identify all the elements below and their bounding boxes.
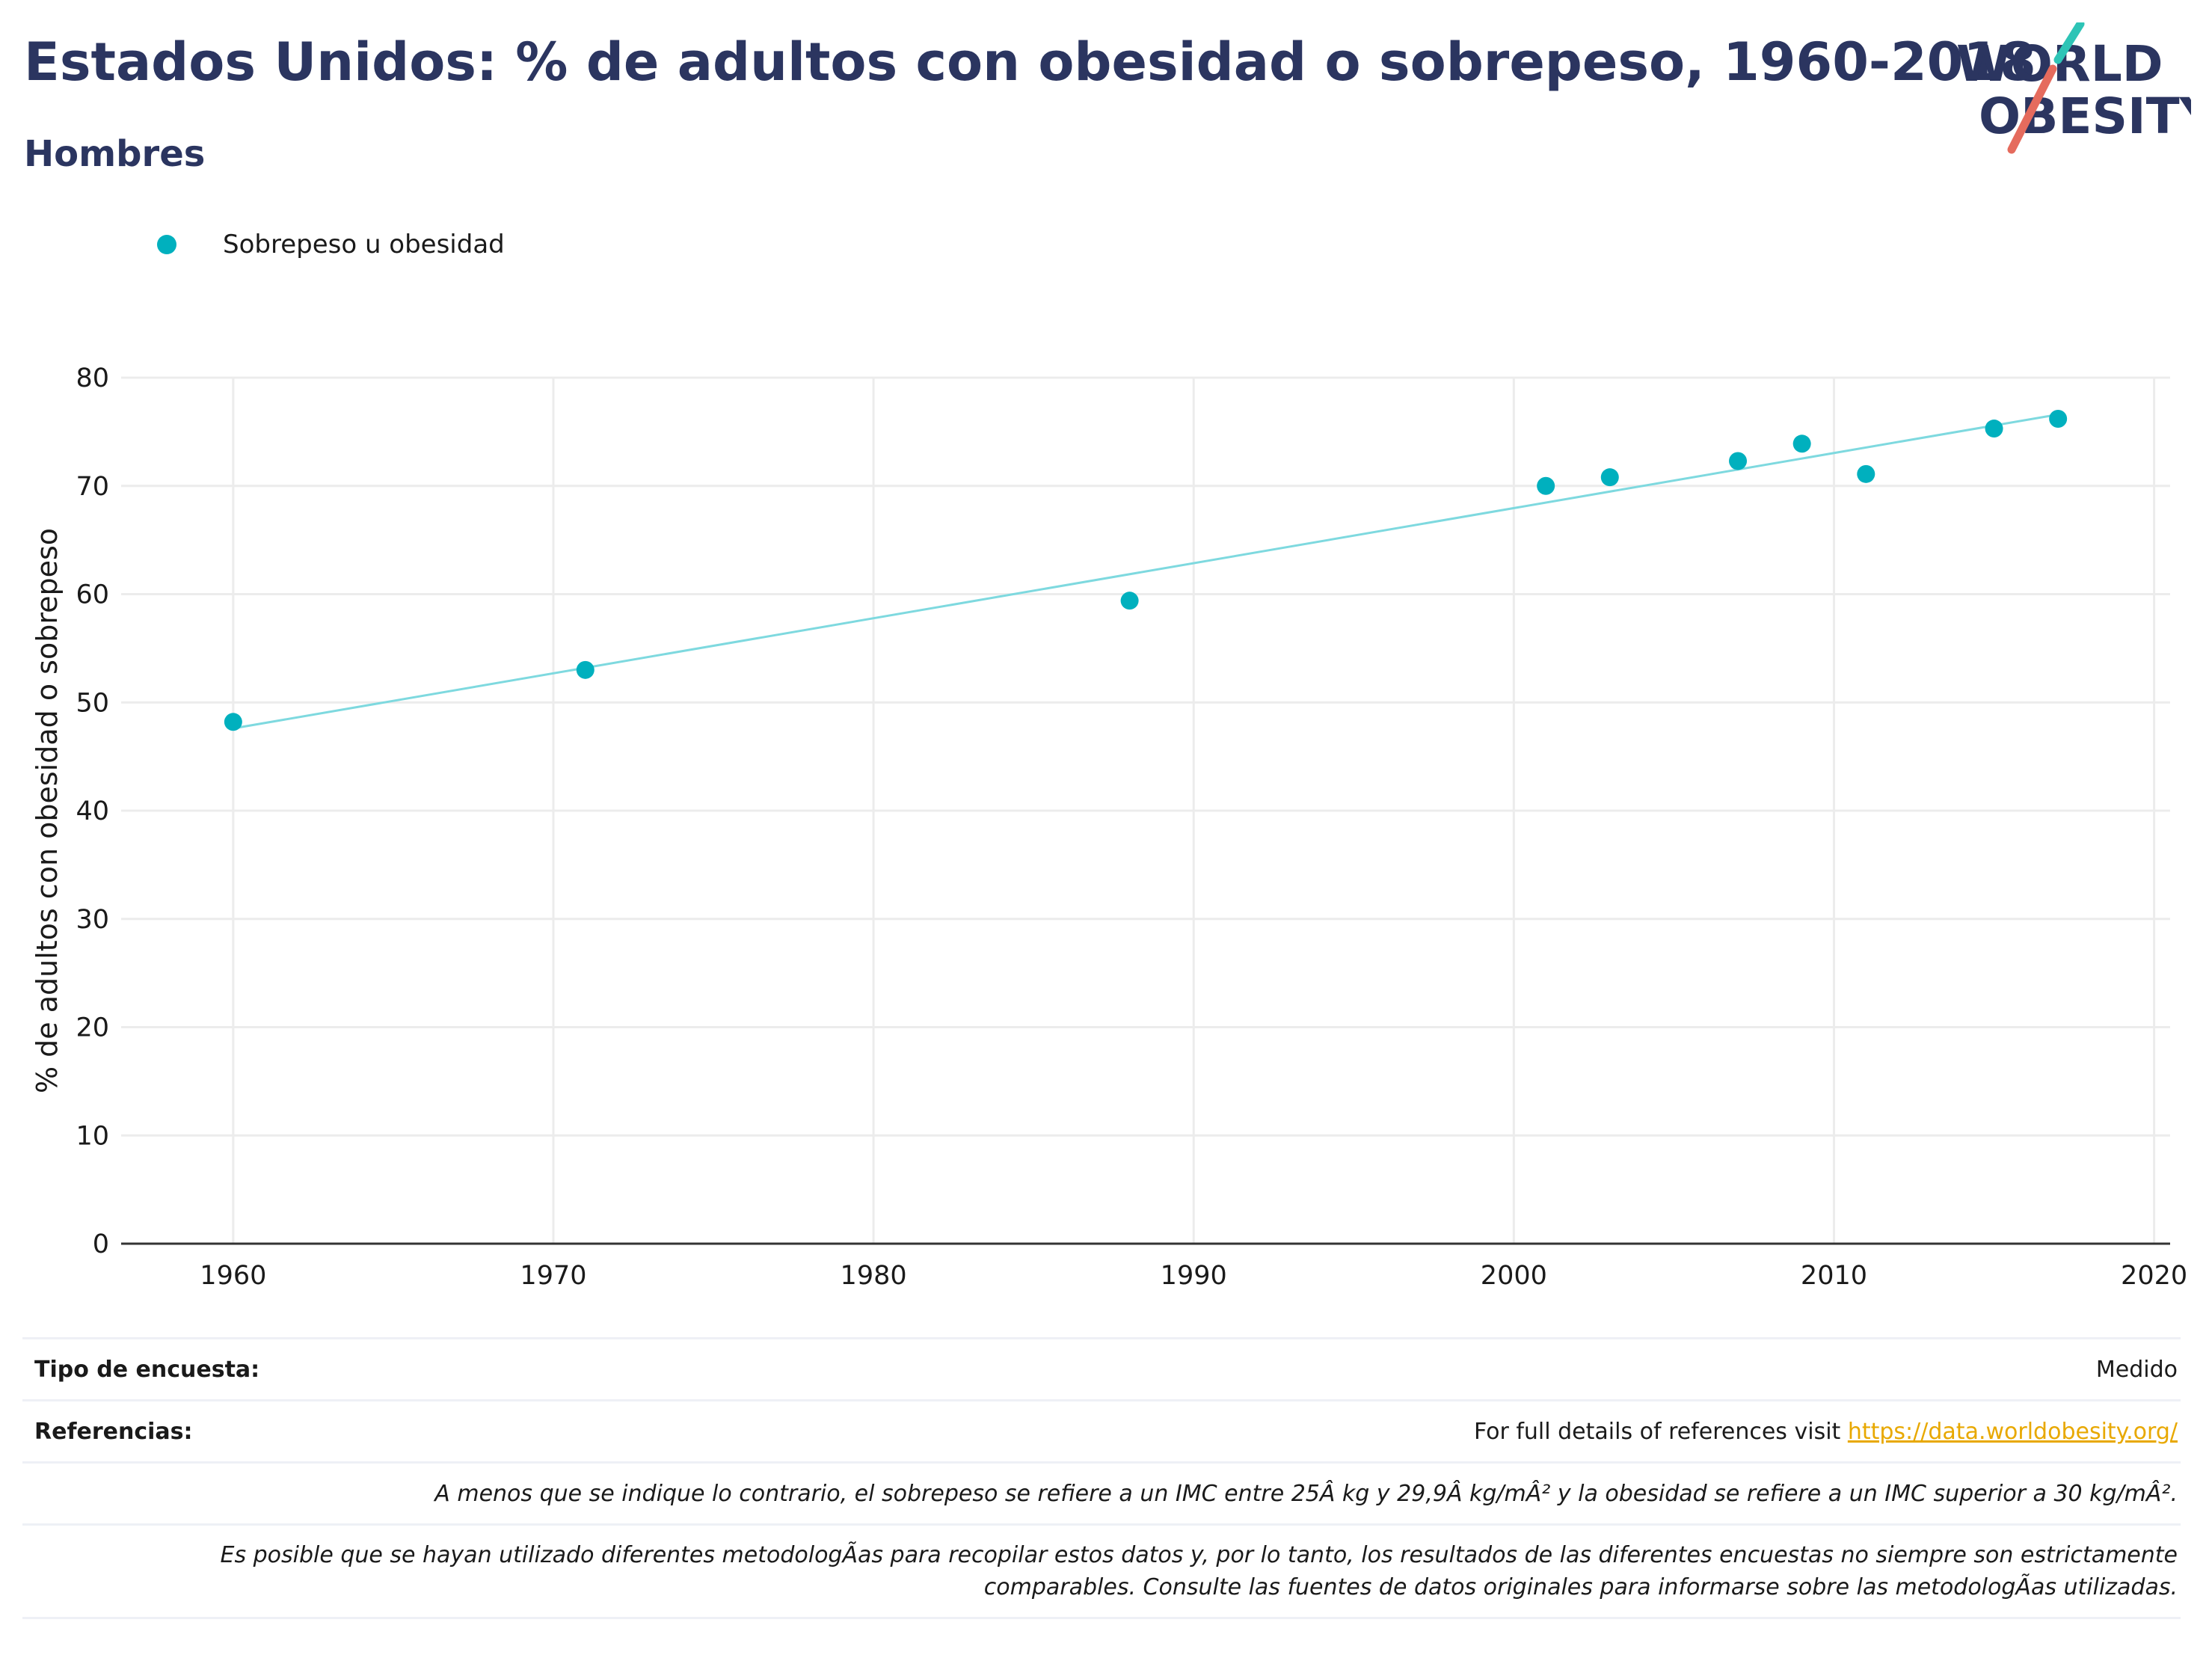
data-point [1600, 468, 1619, 487]
survey-type-value: Medido [2095, 1356, 2178, 1383]
data-point [1537, 476, 1555, 495]
chart-subtitle: Hombres [24, 133, 206, 175]
y-tick-label: 50 [76, 688, 109, 718]
methods-note-line1: Es posible que se hayan utilizado difere… [220, 1542, 2178, 1568]
y-tick-label: 30 [76, 905, 109, 935]
legend-label: Sobrepeso u obesidad [223, 230, 505, 260]
x-tick-label: 1970 [520, 1261, 586, 1291]
data-point [1729, 452, 1748, 470]
methods-note: Es posible que se hayan utilizado difere… [221, 1539, 2181, 1603]
logo-slash-coral [2007, 64, 2057, 154]
chart-title: Estados Unidos: % de adultos con obesida… [24, 31, 2036, 93]
references-label: Referencias: [34, 1418, 193, 1445]
scatter-chart: 0 10 20 30 40 50 60 70 80 1960 1970 1980 1990 2000 201… [31, 363, 2187, 1291]
data-point [224, 713, 242, 731]
y-tick-label: 40 [76, 796, 109, 826]
legend[interactable]: Sobrepeso u obesidad [157, 226, 505, 263]
world-obesity-logo: WORLD OBESITY [1956, 22, 2191, 154]
footer-row-note-methods: Es posible que se hayan utilizado difere… [22, 1523, 2181, 1619]
references-text: For full details of references visit [1473, 1418, 1848, 1445]
footer-row-references: Referencias: For full details of referen… [22, 1399, 2181, 1461]
x-tick-label: 2000 [1481, 1261, 1547, 1291]
y-tick-label: 70 [76, 472, 109, 502]
trend-line [233, 413, 2059, 730]
logo-line1: WORLD [1956, 35, 2163, 93]
logo-slash-teal [2053, 22, 2085, 64]
data-point [1985, 420, 2003, 438]
bmi-note: A menos que se indique lo contrario, el … [434, 1480, 2178, 1507]
y-tick-label: 80 [76, 363, 109, 393]
data-point [576, 660, 595, 679]
survey-type-label: Tipo de encuesta: [34, 1356, 260, 1383]
references-value: For full details of references visit htt… [1474, 1419, 2181, 1445]
y-tick-label: 20 [76, 1013, 109, 1043]
footer-table: Tipo de encuesta: Medido Referencias: Fo… [22, 1337, 2181, 1619]
x-tick-label: 1990 [1161, 1261, 1227, 1291]
references-link[interactable]: https://data.worldobesity.org/ [1847, 1418, 2178, 1445]
y-tick-label: 10 [76, 1121, 109, 1151]
x-tick-label: 1960 [200, 1261, 266, 1291]
data-point [1792, 435, 1811, 453]
x-tick-label: 1980 [841, 1261, 907, 1291]
x-tick-label: 2020 [2121, 1261, 2187, 1291]
footer-row-survey: Tipo de encuesta: Medido [22, 1337, 2181, 1399]
y-axis-label: % de adultos con obesidad o sobrepeso [31, 528, 64, 1093]
footer-row-note-bmi: A menos que se indique lo contrario, el … [22, 1461, 2181, 1523]
logo-line2: OBESITY [1979, 87, 2191, 145]
legend-marker [157, 235, 176, 254]
y-tick-label: 0 [93, 1229, 109, 1259]
data-point [1857, 464, 1875, 483]
y-tick-label: 60 [76, 580, 109, 610]
data-point [1120, 592, 1139, 610]
data-point [2049, 410, 2068, 429]
methods-note-line2: comparables. Consulte las fuentes de dat… [983, 1574, 2178, 1600]
x-tick-label: 2010 [1801, 1261, 1867, 1291]
